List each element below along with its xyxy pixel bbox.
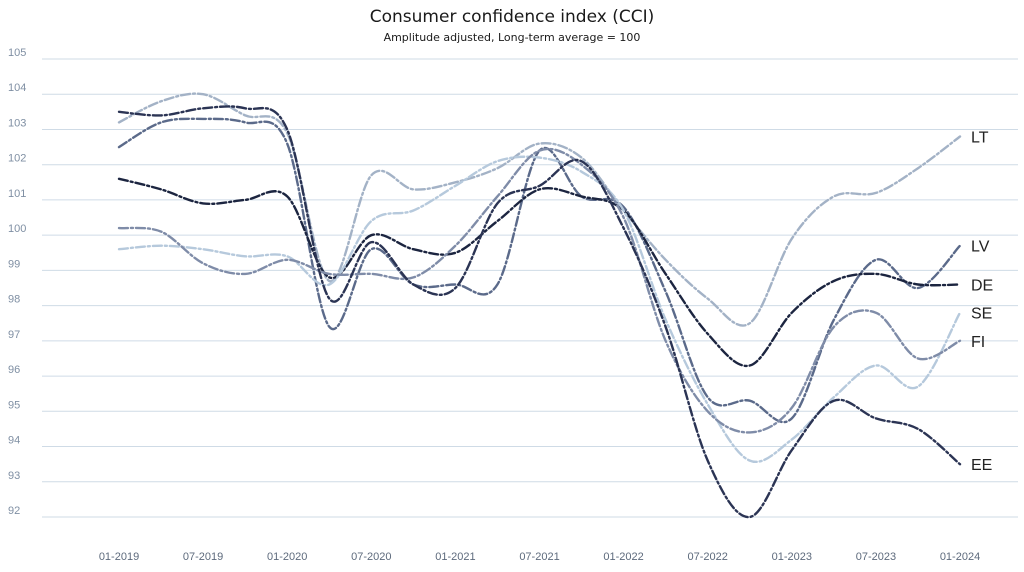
y-tick-label: 101 bbox=[8, 188, 26, 200]
y-tick-label: 96 bbox=[8, 364, 20, 376]
series-label-lt: LT bbox=[971, 130, 989, 147]
series-label-de: DE bbox=[971, 277, 993, 294]
series-line-ee bbox=[117, 105, 962, 519]
chart-title: Consumer confidence index (CCI) bbox=[369, 7, 655, 27]
x-tick-label: 01-2021 bbox=[435, 551, 475, 563]
y-tick-label: 92 bbox=[8, 505, 20, 517]
y-tick-label: 93 bbox=[8, 470, 20, 482]
series-label-se: SE bbox=[971, 306, 992, 323]
series-label-ee: EE bbox=[971, 457, 992, 474]
y-tick-label: 102 bbox=[8, 153, 26, 165]
series-end-labels: LT LV DE SE FI EE bbox=[971, 130, 993, 475]
y-tick-label: 98 bbox=[8, 294, 20, 306]
x-tick-label: 07-2019 bbox=[183, 551, 223, 563]
series-layer bbox=[117, 92, 962, 519]
x-tick-label: 07-2023 bbox=[856, 551, 896, 563]
y-tick-label: 97 bbox=[8, 329, 20, 341]
chart-subtitle: Amplitude adjusted, Long-term average = … bbox=[383, 31, 641, 44]
series-line-fi bbox=[117, 147, 962, 434]
y-tick-label: 103 bbox=[8, 117, 26, 129]
series-line-de bbox=[117, 177, 962, 367]
x-tick-label: 01-2023 bbox=[772, 551, 812, 563]
x-tick-label: 07-2022 bbox=[688, 551, 728, 563]
grid-layer bbox=[42, 58, 1018, 518]
series-label-fi: FI bbox=[971, 334, 985, 351]
series-line-se bbox=[117, 155, 962, 464]
x-tick-label: 01-2020 bbox=[267, 551, 307, 563]
x-tick-label: 01-2022 bbox=[603, 551, 643, 563]
x-axis-ticks: 01-2019 07-2019 01-2020 07-2020 01-2021 07-20… bbox=[99, 551, 980, 563]
y-tick-label: 100 bbox=[8, 223, 26, 235]
y-tick-label: 104 bbox=[8, 82, 26, 94]
y-tick-label: 99 bbox=[8, 258, 20, 270]
series-label-lv: LV bbox=[971, 239, 990, 256]
series-line-lv bbox=[117, 117, 962, 424]
x-tick-label: 01-2024 bbox=[940, 551, 980, 563]
y-axis-ticks: 92 93 94 95 96 97 98 99 100 101 102 103 104 105 bbox=[8, 47, 26, 517]
x-tick-label: 01-2019 bbox=[99, 551, 139, 563]
y-tick-label: 94 bbox=[8, 435, 20, 447]
x-tick-label: 07-2020 bbox=[351, 551, 391, 563]
series-line-lt bbox=[117, 92, 962, 327]
y-tick-label: 95 bbox=[8, 399, 20, 411]
x-tick-label: 07-2021 bbox=[519, 551, 559, 563]
y-tick-label: 105 bbox=[8, 47, 26, 59]
